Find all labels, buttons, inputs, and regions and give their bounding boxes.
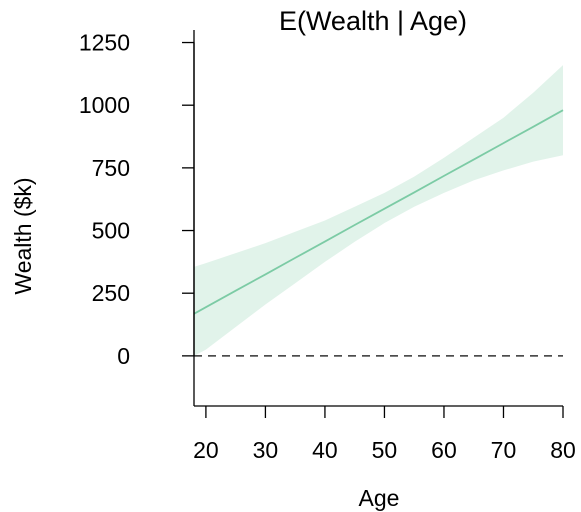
chart-title: E(Wealth | Age): [279, 6, 467, 36]
fitted-line: [193, 109, 564, 315]
ticks-layer: 0 250 500 750 1000 1250 20 30 40 50 60 70 80: [79, 30, 576, 463]
y-tick-label: 500: [92, 218, 130, 244]
y-tick-label: 750: [92, 155, 130, 181]
y-tick-label: 1000: [79, 92, 130, 118]
y-tick-label: 250: [92, 280, 130, 306]
x-tick-label: 70: [491, 437, 517, 463]
y-tick-label: 1250: [79, 30, 130, 56]
x-tick-label: 20: [193, 437, 219, 463]
axes-layer: [193, 30, 563, 407]
x-tick-label: 60: [431, 437, 457, 463]
x-tick-label: 40: [312, 437, 338, 463]
x-tick-label: 50: [372, 437, 398, 463]
x-tick-label: 30: [253, 437, 279, 463]
series-line-layer: [193, 109, 564, 315]
x-axis-title: Age: [359, 485, 400, 511]
confidence-band-layer: [194, 65, 563, 356]
confidence-band: [194, 65, 563, 356]
y-tick-label: 0: [117, 343, 130, 369]
x-tick-label: 80: [550, 437, 576, 463]
y-axis-title: Wealth ($k): [10, 177, 36, 294]
